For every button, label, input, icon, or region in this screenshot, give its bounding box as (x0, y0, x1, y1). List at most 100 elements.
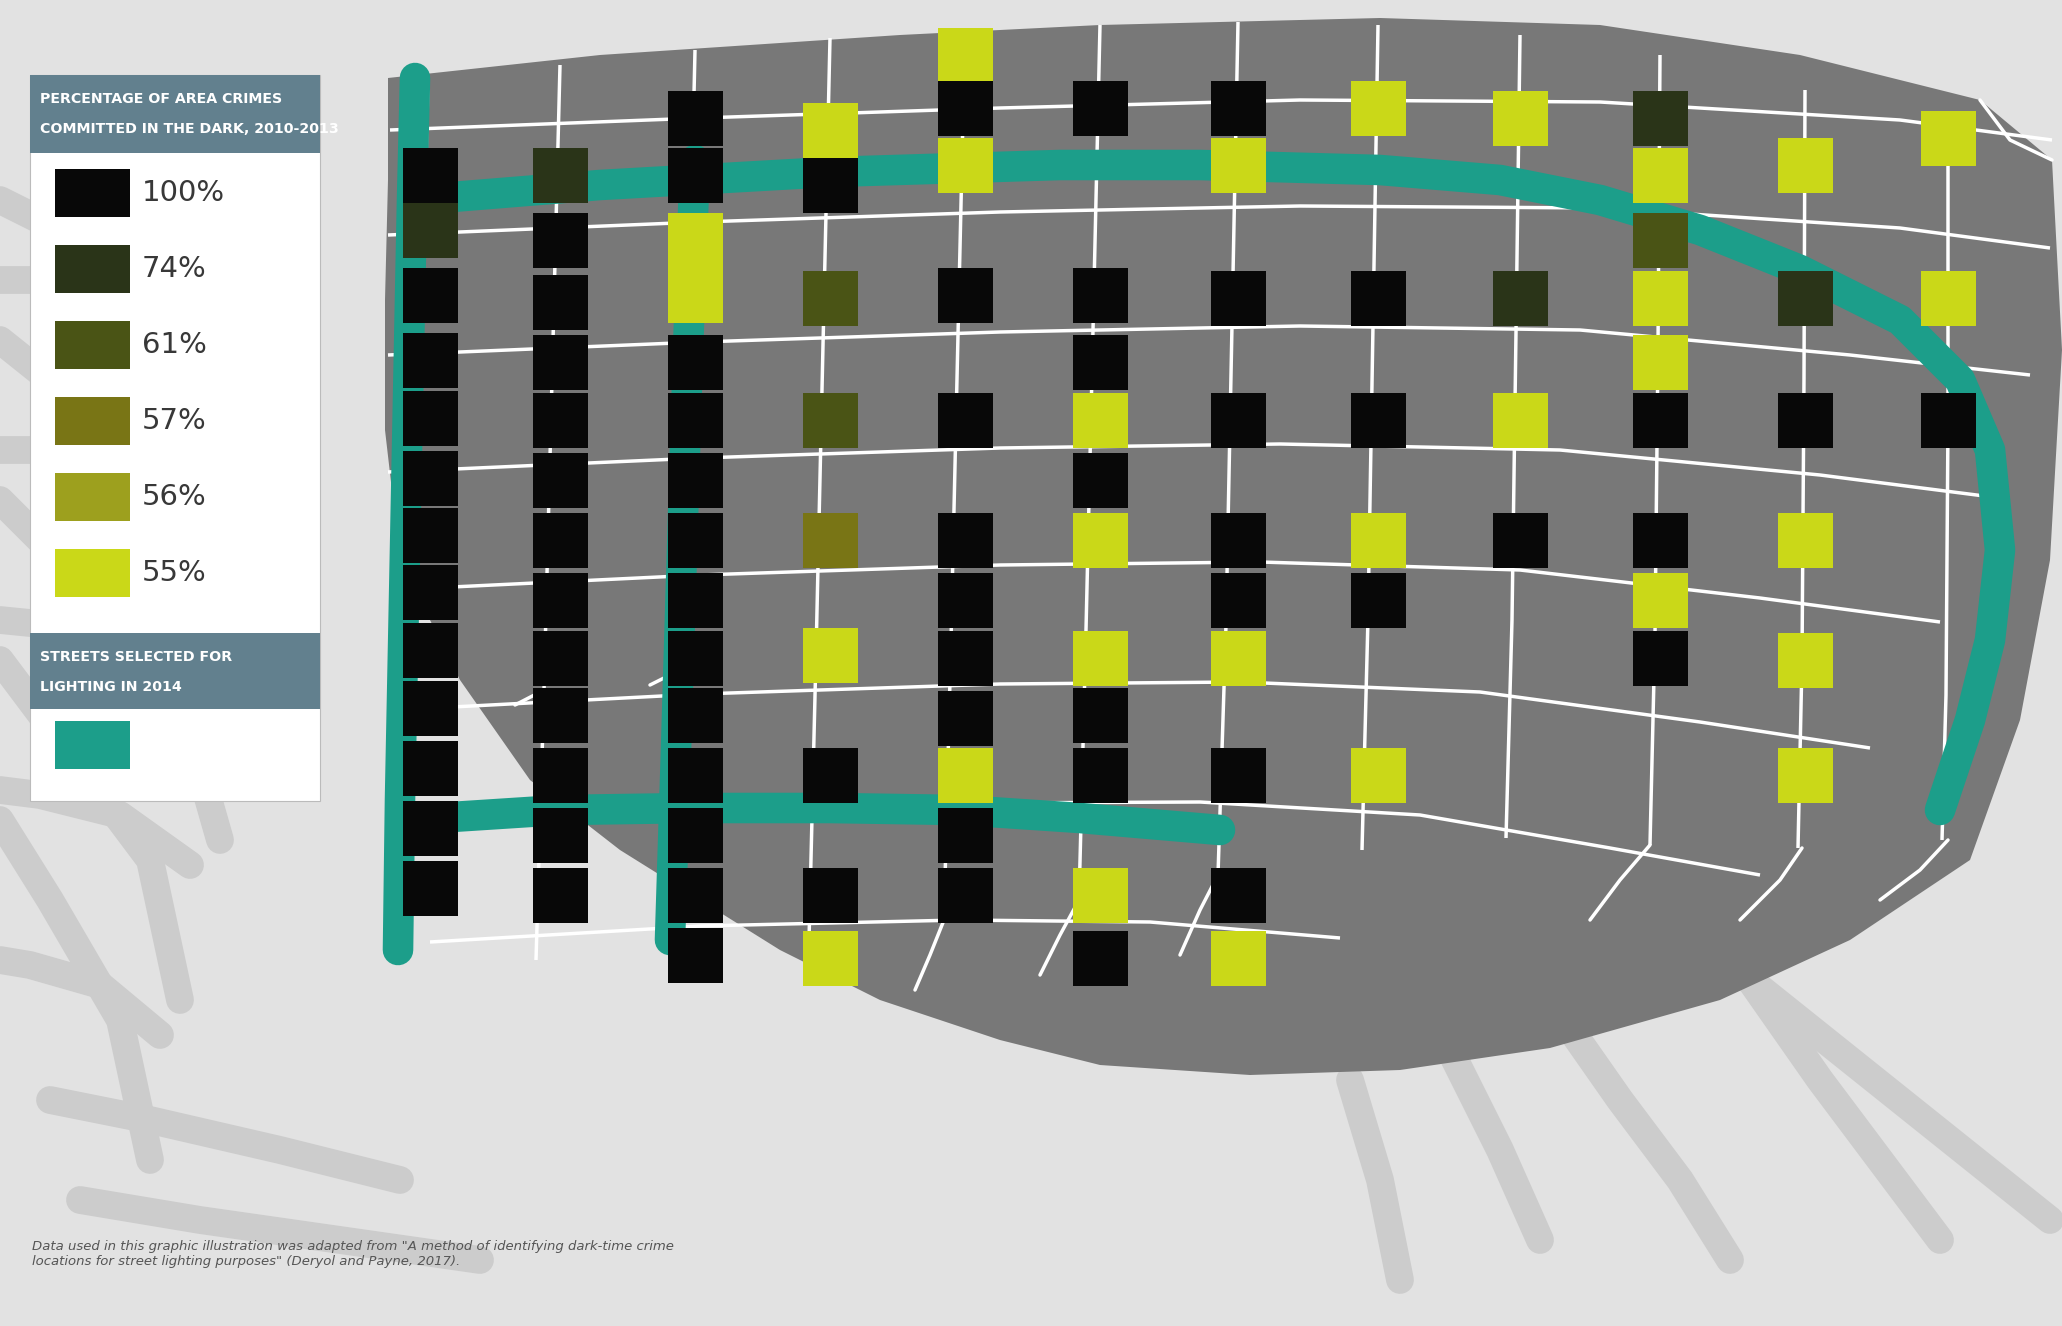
Bar (1633, 271, 1687, 325)
Bar (532, 147, 588, 203)
Bar (668, 392, 722, 447)
Bar (31, 76, 320, 801)
Text: 57%: 57% (142, 407, 206, 435)
Bar (1072, 867, 1128, 923)
Bar (402, 203, 458, 257)
Bar (1351, 513, 1406, 568)
Bar (402, 333, 458, 387)
Bar (802, 271, 858, 325)
Bar (1351, 573, 1406, 627)
Text: 61%: 61% (142, 332, 206, 359)
Bar (532, 867, 588, 923)
Bar (802, 158, 858, 212)
Bar (938, 138, 992, 192)
Bar (56, 245, 130, 293)
Bar (1493, 513, 1546, 568)
Bar (1072, 392, 1128, 447)
Polygon shape (386, 19, 2062, 1075)
Bar (532, 274, 588, 329)
Bar (402, 390, 458, 446)
Bar (1777, 513, 1833, 568)
Bar (1351, 392, 1406, 447)
Bar (668, 212, 722, 268)
Bar (56, 396, 130, 446)
Bar (802, 513, 858, 568)
Bar (1633, 147, 1687, 203)
Bar (1210, 513, 1266, 568)
Text: 100%: 100% (142, 179, 225, 207)
Bar (56, 721, 130, 769)
Bar (668, 513, 722, 568)
Bar (668, 808, 722, 862)
Bar (1777, 392, 1833, 447)
Bar (1210, 931, 1266, 985)
Bar (938, 28, 992, 82)
Bar (532, 334, 588, 390)
Bar (402, 268, 458, 322)
Bar (532, 513, 588, 568)
Bar (532, 808, 588, 862)
Bar (668, 452, 722, 508)
Bar (1777, 138, 1833, 192)
Text: LIGHTING IN 2014: LIGHTING IN 2014 (39, 680, 181, 693)
Bar (938, 81, 992, 135)
Bar (668, 687, 722, 743)
Bar (668, 573, 722, 627)
Bar (1493, 90, 1546, 146)
Bar (1072, 687, 1128, 743)
Text: 55%: 55% (142, 560, 206, 587)
Bar (1072, 931, 1128, 985)
Bar (668, 334, 722, 390)
Bar (802, 102, 858, 158)
Bar (532, 212, 588, 268)
Bar (1072, 452, 1128, 508)
Bar (1351, 748, 1406, 802)
Bar (668, 147, 722, 203)
Bar (1777, 271, 1833, 325)
Text: 74%: 74% (142, 255, 206, 282)
Bar (1920, 271, 1975, 325)
Bar (1210, 748, 1266, 802)
Bar (1777, 633, 1833, 687)
Bar (1072, 81, 1128, 135)
Bar (802, 931, 858, 985)
Bar (938, 392, 992, 447)
Bar (532, 452, 588, 508)
Bar (1351, 271, 1406, 325)
Bar (56, 321, 130, 369)
Bar (402, 622, 458, 678)
Bar (532, 748, 588, 802)
Bar (402, 508, 458, 562)
Bar (532, 630, 588, 686)
Bar (802, 867, 858, 923)
Bar (1633, 630, 1687, 686)
Bar (56, 549, 130, 597)
Bar (402, 565, 458, 619)
Bar (1210, 81, 1266, 135)
Bar (802, 627, 858, 683)
Bar (1210, 271, 1266, 325)
Bar (31, 76, 320, 152)
Bar (938, 748, 992, 802)
Bar (938, 867, 992, 923)
Bar (1920, 392, 1975, 447)
Bar (1210, 867, 1266, 923)
Bar (1633, 212, 1687, 268)
Bar (938, 513, 992, 568)
Bar (1633, 392, 1687, 447)
Text: COMMITTED IN THE DARK, 2010-2013: COMMITTED IN THE DARK, 2010-2013 (39, 122, 338, 137)
Bar (532, 573, 588, 627)
Bar (1633, 513, 1687, 568)
Bar (802, 392, 858, 447)
Bar (938, 573, 992, 627)
Bar (1633, 573, 1687, 627)
Text: 56%: 56% (142, 483, 206, 511)
Bar (31, 633, 320, 709)
Text: STREETS SELECTED FOR: STREETS SELECTED FOR (39, 650, 233, 664)
Bar (1072, 748, 1128, 802)
Bar (668, 927, 722, 983)
Bar (402, 451, 458, 505)
Bar (402, 147, 458, 203)
Text: Data used in this graphic illustration was adapted from "A method of identifying: Data used in this graphic illustration w… (33, 1240, 674, 1268)
Bar (402, 801, 458, 855)
